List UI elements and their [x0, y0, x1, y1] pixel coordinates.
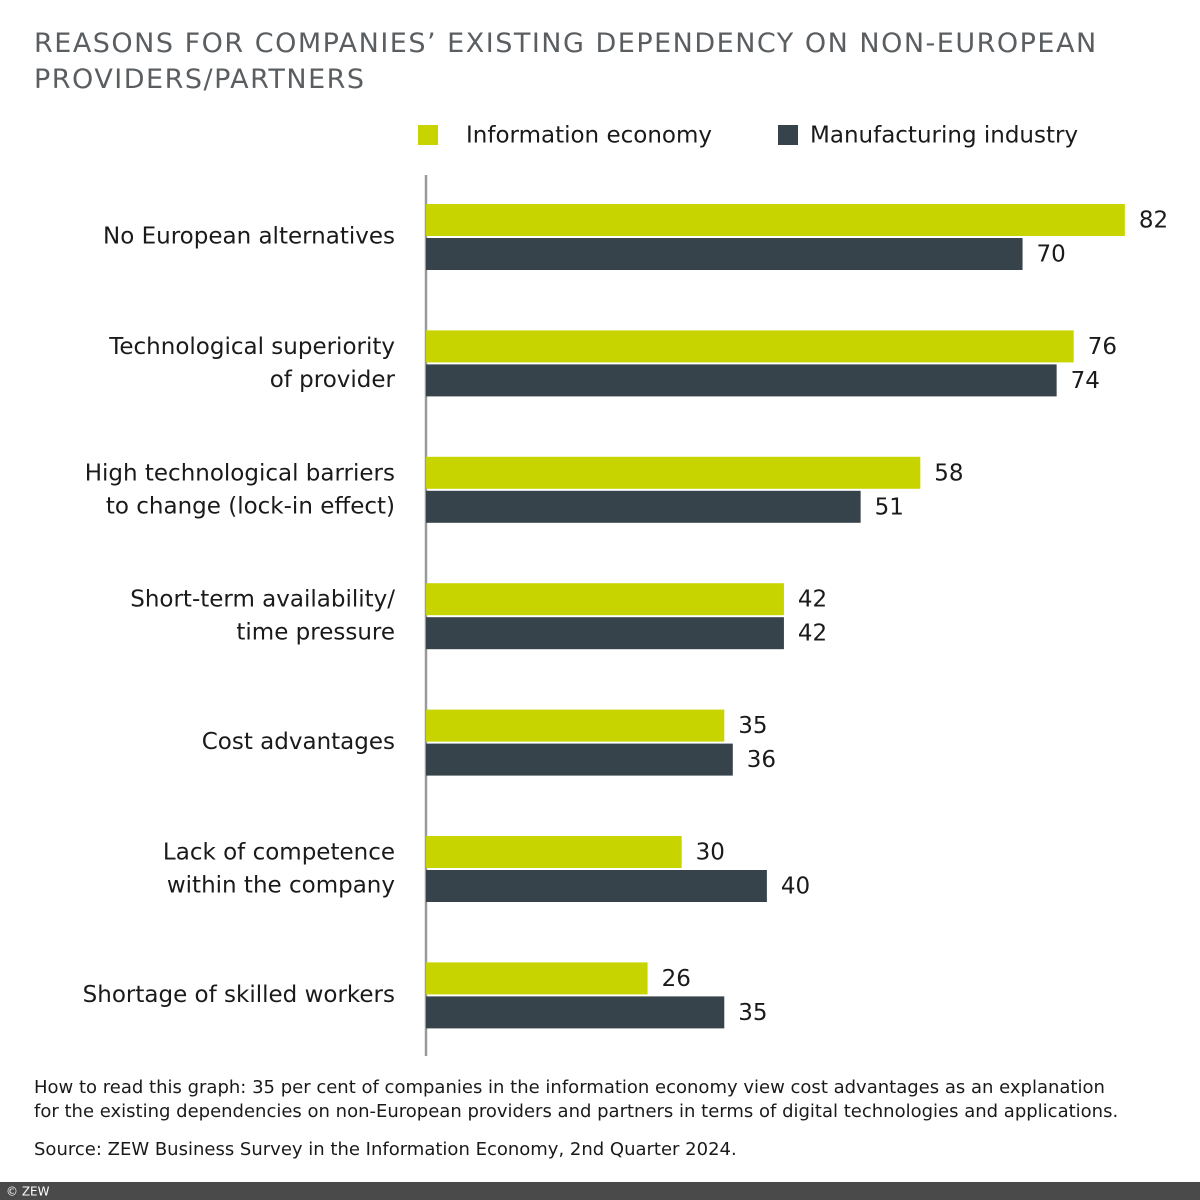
value-label: 35	[738, 713, 767, 739]
value-label: 35	[738, 1000, 767, 1026]
category-label: High technological barriers to change (lo…	[85, 460, 395, 519]
source: Source: ZEW Business Survey in the Infor…	[34, 1139, 737, 1160]
category-label: Lack of competence within the company	[163, 839, 395, 898]
bar	[426, 962, 648, 995]
category-label: Short-term availability/time pressure	[130, 586, 395, 645]
bar	[426, 364, 1057, 397]
bar	[426, 456, 921, 489]
value-label: 42	[798, 587, 827, 613]
bar	[426, 204, 1125, 236]
bar	[426, 617, 784, 650]
value-label: 70	[1037, 242, 1066, 268]
value-label: 58	[934, 460, 963, 486]
bar	[426, 709, 725, 742]
legend-label: Manufacturing industry	[810, 123, 1078, 149]
legend-swatch	[418, 125, 438, 145]
value-label: 76	[1088, 334, 1117, 360]
copyright: © ZEW	[6, 1185, 50, 1199]
bar	[426, 583, 784, 616]
chart-title: REASONS FOR COMPANIES’ EXISTING DEPENDEN…	[34, 28, 1098, 95]
bar	[426, 238, 1023, 270]
bar	[426, 836, 682, 868]
legend-swatch	[778, 125, 798, 145]
bar	[426, 490, 861, 523]
value-label: 40	[781, 874, 810, 900]
value-label: 36	[747, 747, 776, 773]
bar	[426, 996, 725, 1029]
category-label: No European alternatives	[103, 224, 395, 250]
value-label: 30	[696, 840, 725, 866]
note: How to read this graph: 35 per cent of c…	[34, 1077, 1118, 1122]
value-label: 74	[1071, 368, 1100, 394]
bar	[426, 870, 767, 902]
bar	[426, 743, 733, 776]
category-label: Cost advantages	[202, 729, 395, 755]
value-label: 26	[662, 966, 691, 992]
category-label: Technological superiority of provider	[108, 333, 395, 392]
value-label: 42	[798, 621, 827, 647]
category-label: Shortage of skilled workers	[83, 982, 395, 1008]
legend-label: Information economy	[466, 123, 712, 149]
bar	[426, 330, 1074, 363]
footer-bar	[0, 1182, 1200, 1200]
value-label: 51	[875, 494, 904, 520]
value-label: 82	[1139, 208, 1168, 234]
